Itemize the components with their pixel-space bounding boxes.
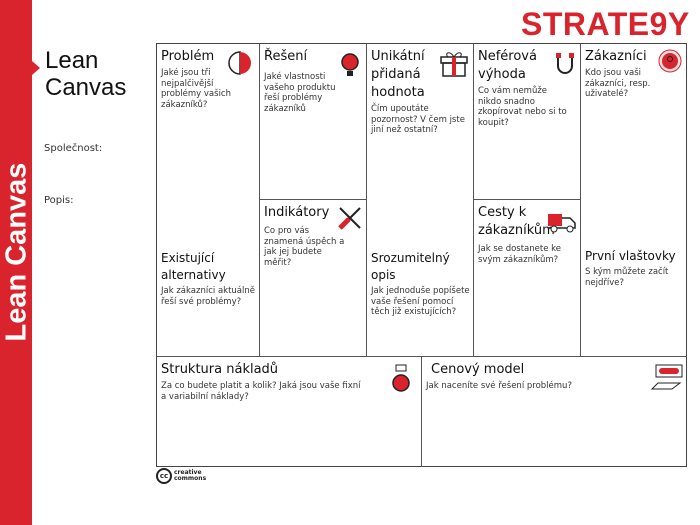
- lightbulb-icon: [341, 53, 359, 76]
- cell-title: Řešení: [264, 49, 308, 64]
- cell-title: První vlaštovky: [585, 249, 676, 263]
- cell-title: Struktura nákladů: [161, 362, 279, 377]
- description-label: Popis:: [44, 195, 74, 206]
- money-hand-icon: [650, 364, 683, 390]
- cell-title: Srozumitelný opis: [371, 251, 450, 282]
- cc-text-line1: creative: [174, 469, 202, 476]
- cell-desc: Jaké vlastnosti vašeho produktu řeší pro…: [264, 72, 336, 114]
- early-adopters-block: První vlaštovky S kým můžete začít nejdř…: [585, 247, 685, 288]
- cell-solution[interactable]: Řešení Jaké vlastnosti vašeho produktu ř…: [260, 44, 367, 200]
- cell-desc: Jak zákazníci aktuálně řeší své problémy…: [161, 286, 255, 307]
- cc-text-line2: commons: [174, 475, 207, 482]
- cell-unfair-advantage[interactable]: Neférová výhoda Co vám nemůže nikdo snad…: [474, 44, 581, 200]
- truck-icon: [548, 214, 576, 233]
- canvas-grid: Problém Jaké jsou tři nejpalčivější prob…: [156, 43, 687, 467]
- cell-title: Cesty k zákazníkům: [478, 205, 555, 238]
- cell-desc: Jak naceníte své řešení problému?: [426, 381, 572, 391]
- cell-desc: Jaké jsou tři nejpalčivější problémy vaš…: [161, 68, 231, 110]
- alternatives-block: Existující alternativy Jak zákazníci akt…: [161, 250, 256, 307]
- cell-desc: Čím upoutáte pozornost? V čem jste jiní …: [371, 104, 465, 135]
- brain-icon: [228, 51, 251, 75]
- cell-revenue[interactable]: Cenový model Jak naceníte své řešení pro…: [422, 357, 687, 467]
- cell-desc: Co vám nemůže nikdo snadno zkopírovat ne…: [478, 86, 567, 128]
- user-target-icon: [658, 49, 682, 73]
- cell-title: Cenový model: [431, 362, 525, 377]
- cell-desc: Co pro vás znamená úspěch a jak jej bude…: [264, 226, 345, 268]
- cell-desc: Jak jednoduše popíšete vaše řešení pomoc…: [371, 286, 470, 317]
- cell-title: Zákazníci: [585, 49, 647, 64]
- cell-title: Unikátní přidaná hodnota: [371, 49, 425, 100]
- cell-customers[interactable]: Zákazníci Kdo jsou vaši zákazníci, resp.…: [581, 44, 687, 357]
- sidebar: Lean Canvas: [0, 0, 33, 525]
- cell-problem[interactable]: Problém Jaké jsou tři nejpalčivější prob…: [157, 44, 260, 357]
- cell-title: Existující alternativy: [161, 251, 226, 282]
- gift-icon: [440, 52, 468, 77]
- tools-icon: [338, 207, 361, 230]
- strategy-logo: STRATE9Y: [521, 6, 690, 42]
- cell-channels[interactable]: Cesty k zákazníkům Jak se dostanete ke s…: [474, 200, 581, 357]
- cell-title: Neférová výhoda: [478, 49, 537, 82]
- cell-desc: Za co budete platit a kolik? Jaká jsou v…: [161, 381, 361, 402]
- company-label: Společnost:: [44, 143, 103, 154]
- cell-metrics[interactable]: Indikátory Co pro vás znamená úspěch a j…: [260, 200, 367, 357]
- cc-badge-icon: cc: [156, 468, 172, 484]
- money-bag-icon: [392, 364, 410, 392]
- magnet-icon: [556, 53, 574, 74]
- concept-block: Srozumitelný opis Jak jednoduše popíšete…: [371, 250, 471, 318]
- creative-commons-logo: cc creative commons: [156, 468, 206, 484]
- cell-unique-value[interactable]: Unikátní přidaná hodnota Čím upoutáte po…: [367, 44, 474, 357]
- cell-title: Indikátory: [264, 205, 330, 220]
- cell-cost-structure[interactable]: Struktura nákladů Za co budete platit a …: [157, 357, 422, 467]
- cell-desc: Jak se dostanete ke svým zákazníkům?: [478, 244, 561, 265]
- cell-desc: S kým můžete začít nejdříve?: [585, 267, 669, 288]
- sidebar-arrow: [32, 61, 40, 75]
- cell-desc: Kdo jsou vaši zákazníci, resp. uživatelé…: [585, 68, 651, 99]
- sidebar-title: Lean Canvas: [0, 162, 33, 342]
- cell-title: Problém: [161, 49, 215, 64]
- page-title: Lean Canvas: [45, 47, 127, 101]
